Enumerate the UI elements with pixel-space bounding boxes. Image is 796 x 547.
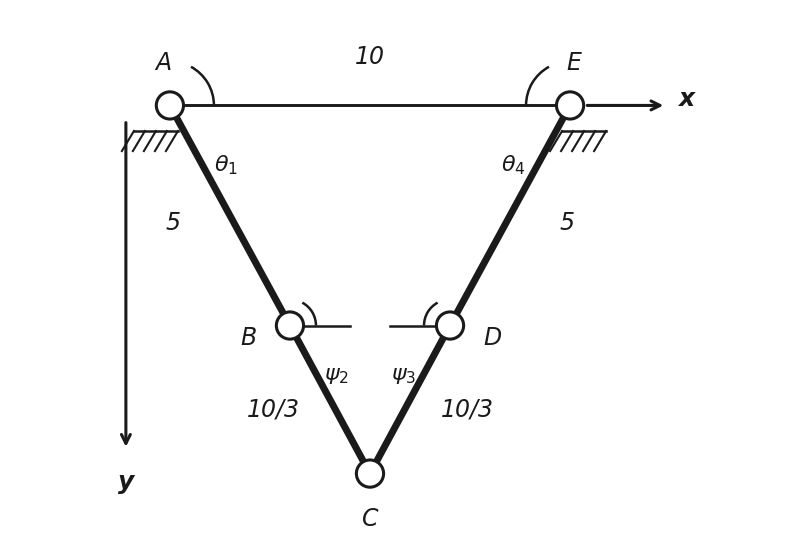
Circle shape [357, 460, 384, 487]
Text: y: y [118, 469, 134, 493]
Text: 10: 10 [355, 45, 385, 69]
Text: $\theta_4$: $\theta_4$ [501, 154, 526, 177]
Text: 10/3: 10/3 [247, 397, 299, 421]
Text: B: B [240, 325, 256, 350]
Text: A: A [155, 51, 172, 75]
Text: 5: 5 [166, 212, 181, 235]
Text: 5: 5 [560, 212, 575, 235]
Text: $\psi_3$: $\psi_3$ [391, 365, 416, 386]
Text: 10/3: 10/3 [440, 397, 494, 421]
Text: E: E [567, 51, 582, 75]
Text: x: x [678, 87, 694, 111]
Circle shape [556, 92, 583, 119]
Circle shape [436, 312, 463, 339]
Text: $\theta_1$: $\theta_1$ [214, 154, 238, 177]
Text: $\psi_2$: $\psi_2$ [323, 365, 349, 386]
Circle shape [156, 92, 184, 119]
Circle shape [276, 312, 303, 339]
Text: C: C [361, 507, 378, 531]
Text: D: D [484, 325, 502, 350]
